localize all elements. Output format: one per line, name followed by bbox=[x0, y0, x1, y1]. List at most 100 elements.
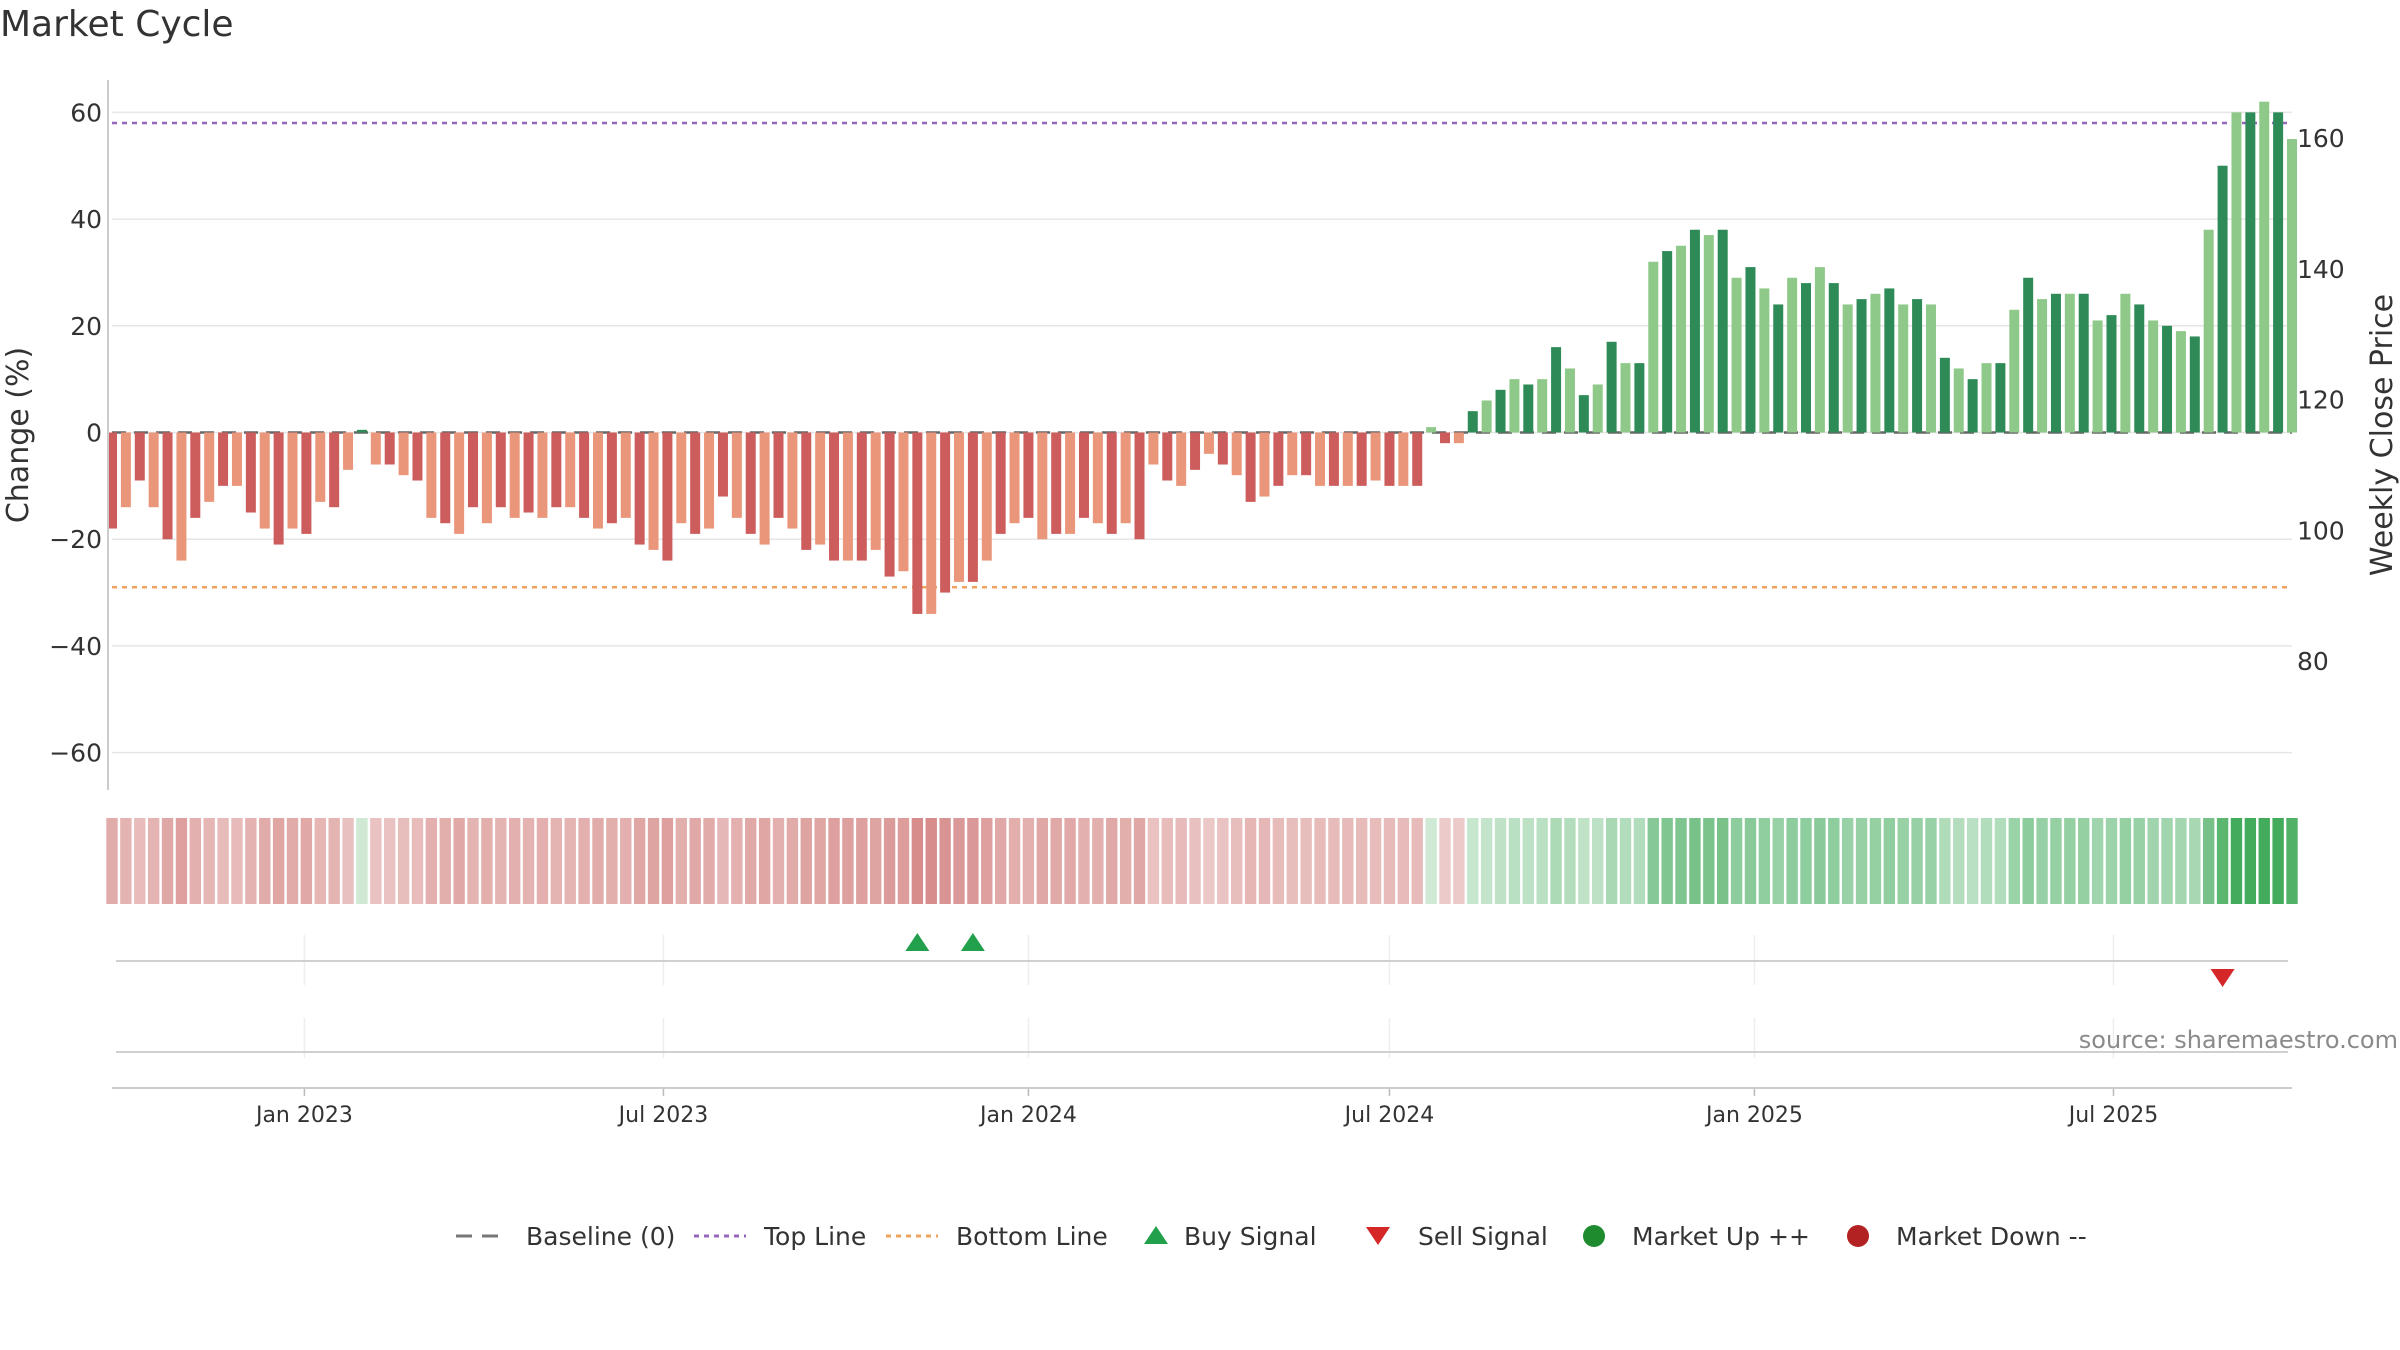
change-bar bbox=[648, 432, 659, 550]
change-bar bbox=[1939, 357, 1950, 433]
change-bar bbox=[1384, 432, 1395, 486]
legend-swatch-sell bbox=[1366, 1227, 1390, 1245]
heat-cell bbox=[800, 818, 812, 904]
change-bar bbox=[301, 432, 312, 534]
change-bar bbox=[1134, 432, 1145, 540]
change-bars bbox=[107, 101, 2297, 614]
heat-cell bbox=[1328, 818, 1340, 904]
change-bar bbox=[2078, 293, 2089, 433]
heat-cell bbox=[2244, 818, 2257, 904]
change-bar bbox=[1814, 267, 1825, 433]
change-bar bbox=[801, 432, 812, 550]
change-bar bbox=[495, 432, 506, 508]
heat-cell bbox=[1675, 818, 1687, 904]
heat-cell bbox=[1522, 818, 1534, 904]
heat-cell bbox=[1883, 818, 1896, 904]
heat-cell bbox=[731, 818, 743, 904]
change-bar bbox=[1648, 261, 1659, 433]
change-bar bbox=[384, 432, 395, 465]
heat-cell bbox=[1369, 818, 1382, 904]
y-tick-right: 120 bbox=[2297, 386, 2345, 415]
heat-cell bbox=[1758, 818, 1771, 904]
heat-cell bbox=[1564, 818, 1576, 904]
y-tick-right: 80 bbox=[2297, 647, 2329, 676]
heat-cell bbox=[2078, 818, 2090, 904]
change-bar bbox=[162, 432, 173, 540]
heat-cell bbox=[828, 818, 840, 904]
axes: 60 40 20 0 −20 −40 −60 160 140 120 100 80 Change (%)… bbox=[1, 80, 2400, 790]
heat-cell bbox=[1244, 818, 1257, 904]
change-bar bbox=[1120, 432, 1131, 524]
heat-cell bbox=[1411, 818, 1423, 904]
change-bar bbox=[565, 432, 576, 508]
change-bar bbox=[1190, 432, 1201, 470]
legend-swatch-circle bbox=[1583, 1225, 1605, 1247]
x-tick-label: Jan 2025 bbox=[1704, 1103, 1803, 1128]
change-bar bbox=[1676, 245, 1687, 433]
change-bar bbox=[2134, 304, 2145, 433]
heat-cell bbox=[508, 818, 521, 904]
change-bar bbox=[1731, 277, 1742, 433]
change-bar bbox=[717, 432, 728, 497]
heat-cell bbox=[356, 818, 368, 904]
heat-cell bbox=[1869, 818, 1882, 904]
x-tick-label: Jul 2023 bbox=[617, 1103, 709, 1128]
heat-cell bbox=[1092, 818, 1104, 904]
buy-signal-marker bbox=[960, 933, 985, 951]
change-bar bbox=[1176, 432, 1187, 486]
y-tick-left: −60 bbox=[49, 739, 102, 768]
heat-cell bbox=[1050, 818, 1062, 904]
heat-cell bbox=[1994, 818, 2007, 904]
legend-label: Market Down -- bbox=[1896, 1222, 2087, 1251]
heat-cell bbox=[994, 818, 1007, 904]
change-bar bbox=[1662, 251, 1673, 433]
heat-cell bbox=[300, 818, 313, 904]
change-bar bbox=[1217, 432, 1228, 465]
change-bar bbox=[1717, 229, 1728, 433]
x-tick-label: Jul 2024 bbox=[1343, 1103, 1435, 1128]
change-bar bbox=[2148, 320, 2159, 433]
heat-cell bbox=[1536, 818, 1548, 904]
heat-cell bbox=[175, 818, 188, 904]
heat-cell bbox=[245, 818, 257, 904]
heat-cell bbox=[814, 818, 826, 904]
heat-cell bbox=[1439, 818, 1451, 904]
change-bar bbox=[1301, 432, 1312, 476]
heat-cell bbox=[1647, 818, 1659, 904]
change-bar bbox=[218, 432, 229, 486]
legend-label: Sell Signal bbox=[1418, 1222, 1548, 1251]
heat-cell bbox=[2091, 818, 2104, 904]
change-bar bbox=[634, 432, 645, 545]
heat-cell bbox=[856, 818, 868, 904]
change-bar bbox=[1148, 432, 1159, 465]
change-bar bbox=[1037, 432, 1048, 540]
change-bar bbox=[2245, 112, 2256, 433]
change-bar bbox=[2009, 309, 2020, 433]
legend-label: Buy Signal bbox=[1184, 1222, 1317, 1251]
legend-label: Baseline (0) bbox=[526, 1222, 675, 1251]
heat-cell bbox=[1161, 818, 1173, 904]
change-bar bbox=[1842, 304, 1853, 433]
change-bar bbox=[1523, 384, 1534, 433]
heat-cell bbox=[2175, 818, 2187, 904]
change-bar bbox=[1995, 363, 2006, 433]
change-bar bbox=[343, 432, 354, 470]
heat-cell bbox=[2036, 818, 2048, 904]
heat-cell bbox=[1203, 818, 1215, 904]
heat-cell bbox=[453, 818, 465, 904]
change-bar bbox=[759, 432, 770, 545]
change-bar bbox=[1259, 432, 1270, 497]
heat-cell bbox=[883, 818, 896, 904]
change-bar bbox=[107, 432, 117, 529]
heat-cell bbox=[1703, 818, 1715, 904]
change-bar bbox=[1273, 432, 1284, 486]
heat-cell bbox=[1925, 818, 1937, 904]
change-bar bbox=[1439, 432, 1450, 444]
change-bar bbox=[120, 432, 131, 508]
y-tick-right: 140 bbox=[2297, 255, 2345, 284]
buy-signal-marker bbox=[905, 933, 930, 951]
heat-cell bbox=[953, 818, 965, 904]
change-bar bbox=[259, 432, 270, 529]
source-label: source: sharemaestro.com bbox=[2079, 1026, 2398, 1054]
change-bar bbox=[1245, 432, 1256, 502]
